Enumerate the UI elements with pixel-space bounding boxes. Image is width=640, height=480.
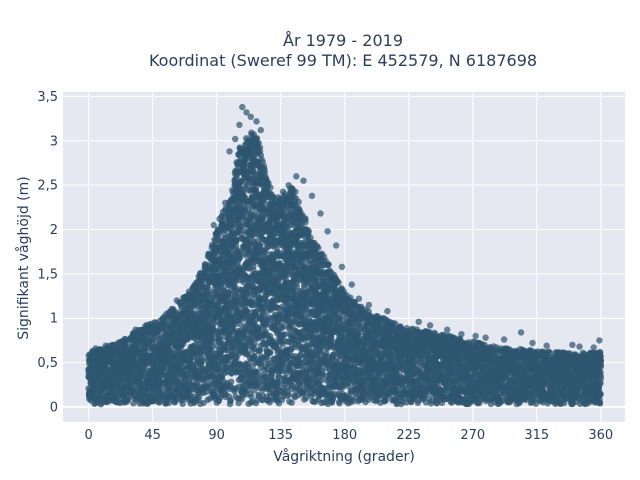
- data-point-4611: [313, 242, 321, 250]
- data-point-4343: [302, 219, 309, 226]
- data-point-3930: [285, 391, 293, 398]
- data-point-2296: [228, 378, 235, 385]
- data-point-4402: [305, 227, 312, 234]
- data-point-3303: [261, 167, 268, 175]
- data-point-4142: [295, 198, 302, 206]
- data-point-2556: [236, 254, 243, 261]
- data-point-2406: [231, 388, 238, 395]
- data-points: [85, 103, 604, 408]
- data-point-3452: [266, 349, 274, 356]
- data-point-501: [124, 396, 131, 403]
- data-point-3143: [256, 144, 264, 151]
- data-point-4811: [324, 261, 332, 269]
- data-point-4706: [320, 371, 327, 378]
- data-point-1922: [211, 391, 218, 398]
- chart-title-line-1: År 1979 - 2019: [283, 31, 403, 50]
- data-point-4000: [288, 399, 295, 406]
- data-point-4141: [293, 283, 300, 290]
- data-point-1887: [211, 319, 218, 327]
- data-point-2281: [227, 397, 234, 405]
- data-point-3407: [267, 184, 274, 191]
- chart-title-line-2: Koordinat (Sweref 99 TM): E 452579, N 61…: [149, 51, 537, 70]
- data-point-3627: [273, 304, 280, 312]
- data-point-4893: [328, 399, 336, 406]
